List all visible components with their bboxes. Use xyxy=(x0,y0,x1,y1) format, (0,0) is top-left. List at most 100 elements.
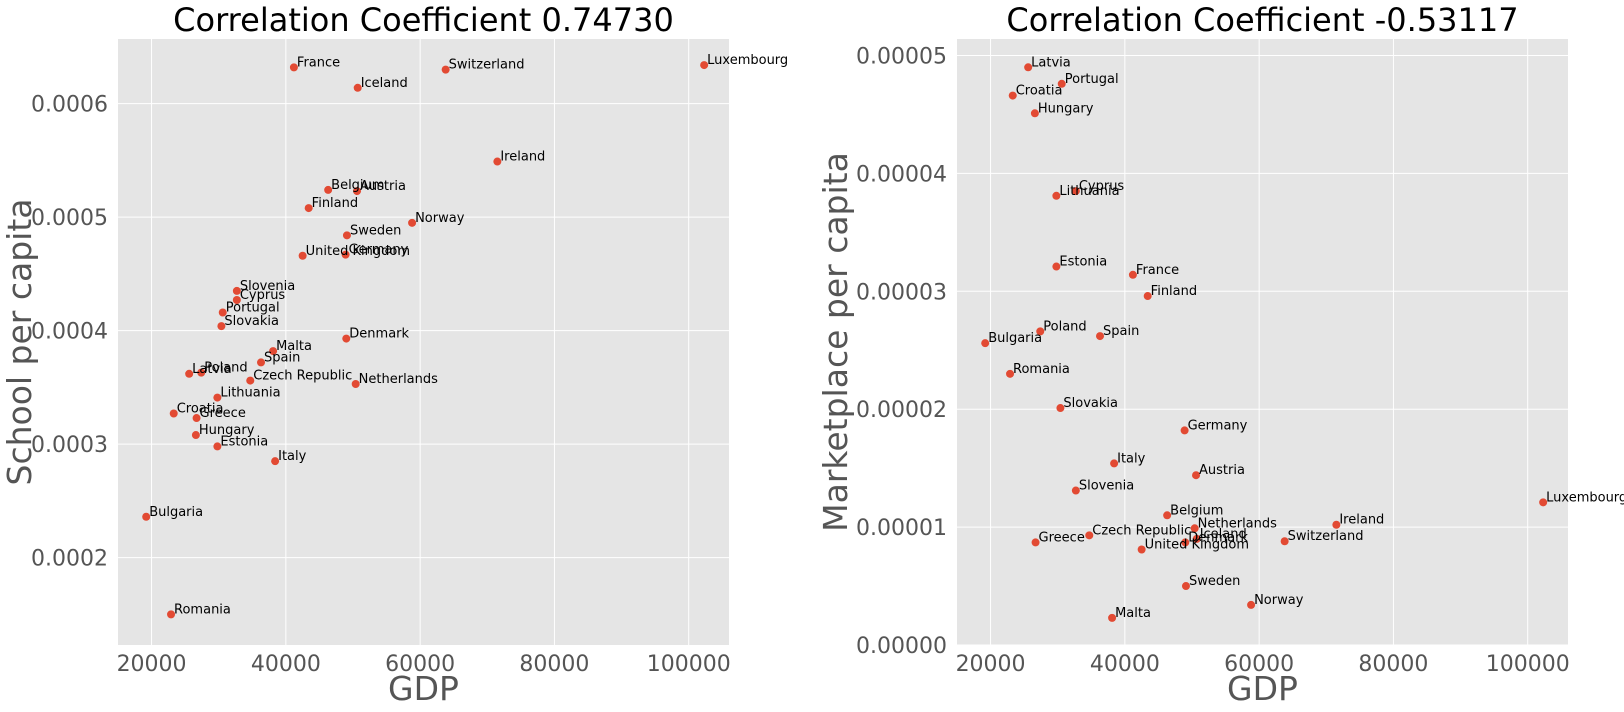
left-data-point xyxy=(257,358,266,367)
right-y-tick-label: 0.00005 xyxy=(856,45,947,70)
left-point-label: Lithuania xyxy=(220,386,280,401)
right-point-label: Denmark xyxy=(1188,530,1248,545)
left-point-label: Luxembourg xyxy=(707,53,788,68)
left-point-label: Cyprus xyxy=(240,288,286,303)
left-data-point xyxy=(700,61,709,70)
left-y-tick-label: 0.0006 xyxy=(31,93,108,118)
left-point-label: Czech Republic xyxy=(253,369,352,384)
right-data-point xyxy=(1006,369,1015,378)
right-point-label: United Kingdom xyxy=(1145,538,1249,553)
left-x-tick-label: 100000 xyxy=(647,652,731,677)
right-data-point xyxy=(1108,613,1117,622)
left-point-label: Austria xyxy=(360,179,406,194)
right-point-label: Malta xyxy=(1115,606,1151,621)
left-point-label: Switzerland xyxy=(449,58,525,73)
left-data-point xyxy=(493,157,502,166)
left-point-label: Bulgaria xyxy=(149,505,203,520)
left-y-tick-label: 0.0005 xyxy=(31,206,108,231)
left-chart-title: Correlation Coefficient 0.74730 xyxy=(173,1,674,39)
right-point-label: Iceland xyxy=(1200,527,1247,542)
right-data-point xyxy=(1057,79,1066,88)
left-data-point xyxy=(167,610,176,619)
left-markers xyxy=(142,61,709,619)
left-data-point xyxy=(213,393,222,402)
right-point-label: Spain xyxy=(1103,324,1139,339)
left-data-point xyxy=(197,368,206,377)
left-data-point xyxy=(232,296,241,305)
left-x-axis-label: GDP xyxy=(388,669,459,708)
left-point-label: Denmark xyxy=(349,327,409,342)
left-data-point xyxy=(232,286,241,295)
left-y-axis-label: School per capita xyxy=(0,199,39,486)
left-point-label: Latvia xyxy=(192,362,232,377)
right-y-tick-label: 0.00003 xyxy=(856,280,947,305)
right-x-tick-label: 100000 xyxy=(1486,652,1570,677)
right-point-label: Greece xyxy=(1039,530,1085,545)
left-point-label: Ireland xyxy=(500,150,545,165)
right-point-label: Switzerland xyxy=(1288,529,1364,544)
right-point-label: Luxembourg xyxy=(1546,490,1624,505)
right-point-label: Poland xyxy=(1043,319,1086,334)
right-data-point xyxy=(1192,471,1201,480)
right-y-ticks: 0.00000 0.00001 0.00002 0.00003 0.00004 0.000… xyxy=(856,45,947,659)
right-data-point xyxy=(981,339,990,348)
left-data-point xyxy=(341,250,350,259)
left-data-point xyxy=(271,457,280,466)
right-data-point xyxy=(1030,109,1039,118)
right-data-point xyxy=(1181,582,1190,591)
right-data-point xyxy=(1180,426,1189,435)
left-point-label: Sweden xyxy=(350,223,401,238)
right-data-point xyxy=(1031,538,1040,547)
right-point-label: Finland xyxy=(1151,284,1197,299)
right-point-label: Romania xyxy=(1013,362,1070,377)
left-x-tick-label: 40000 xyxy=(251,652,321,677)
left-data-point xyxy=(142,512,151,521)
right-point-label: Germany xyxy=(1188,418,1248,433)
right-data-point xyxy=(1056,404,1065,413)
right-data-point xyxy=(1181,538,1190,547)
right-x-axis-label: GDP xyxy=(1227,669,1298,708)
right-data-point xyxy=(1024,63,1033,72)
right-point-label: Ireland xyxy=(1339,513,1384,528)
left-x-tick-label: 20000 xyxy=(117,652,187,677)
right-point-label: Belgium xyxy=(1170,503,1223,518)
left-data-point xyxy=(169,409,178,418)
left-plot-area xyxy=(118,39,729,645)
right-point-label: Latvia xyxy=(1031,55,1071,70)
left-point-label: Finland xyxy=(312,196,358,211)
left-data-point xyxy=(304,204,313,213)
left-data-point xyxy=(408,218,417,227)
left-point-label: Poland xyxy=(204,361,247,376)
left-x-tick-label: 80000 xyxy=(519,652,589,677)
left-data-point xyxy=(441,65,450,74)
right-x-tick-label: 60000 xyxy=(1224,652,1294,677)
right-point-label: Croatia xyxy=(1016,84,1063,99)
left-point-label: Greece xyxy=(200,406,246,421)
right-y-tick-label: 0.00002 xyxy=(856,398,947,423)
right-data-point xyxy=(1137,545,1146,554)
left-data-point xyxy=(289,63,298,72)
right-point-label: Czech Republic xyxy=(1092,523,1191,538)
right-data-point xyxy=(1008,91,1017,100)
left-point-labels: France Switzerland Luxembourg Iceland Irelan… xyxy=(149,53,788,617)
right-point-label: Austria xyxy=(1199,463,1245,478)
right-point-label: Lithuania xyxy=(1059,184,1119,199)
right-point-label: Cyprus xyxy=(1079,179,1125,194)
left-y-ticks: 0.0002 0.0003 0.0004 0.0005 0.0006 xyxy=(31,93,108,572)
right-x-tick-label: 80000 xyxy=(1358,652,1428,677)
right-point-label: Bulgaria xyxy=(988,331,1042,346)
right-x-tick-label: 40000 xyxy=(1090,652,1160,677)
left-scatter-panel: France Switzerland Luxembourg Iceland Irelan… xyxy=(0,1,788,708)
left-point-label: Germany xyxy=(349,243,409,258)
left-y-tick-label: 0.0002 xyxy=(31,547,108,572)
right-chart-title: Correlation Coefficient -0.53117 xyxy=(1006,1,1518,39)
right-data-point xyxy=(1096,332,1105,341)
left-data-point xyxy=(246,376,255,385)
left-data-point xyxy=(192,414,201,423)
right-data-point xyxy=(1190,524,1199,533)
left-data-point xyxy=(353,83,362,92)
right-point-label: Sweden xyxy=(1189,574,1240,589)
left-data-point xyxy=(353,187,362,196)
left-data-point xyxy=(342,231,351,240)
left-point-label: Italy xyxy=(278,449,307,464)
